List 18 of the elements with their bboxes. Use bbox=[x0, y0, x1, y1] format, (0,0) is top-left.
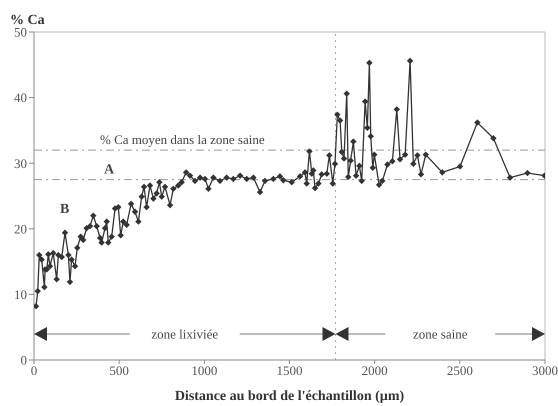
x-axis-title: Distance au bord de l'échantillon (µm) bbox=[174, 389, 405, 404]
y-tick-label: 20 bbox=[14, 221, 27, 236]
ref-line-label: % Ca moyen dans la zone saine bbox=[100, 132, 265, 148]
x-tick-label: 2000 bbox=[362, 363, 388, 378]
y-tick-label: 0 bbox=[20, 352, 27, 368]
ref-line-label: A bbox=[104, 162, 115, 178]
annotation: zone lixiviée bbox=[151, 326, 218, 342]
annotation: zone saine bbox=[412, 326, 468, 342]
x-tick-label: 1500 bbox=[276, 363, 302, 378]
y-tick-label: 30 bbox=[14, 156, 27, 171]
x-tick-label: 2500 bbox=[446, 363, 473, 378]
x-tick-label: 3000 bbox=[532, 363, 558, 378]
y-tick-label: 40 bbox=[14, 90, 27, 106]
x-tick-label: 500 bbox=[109, 363, 129, 378]
x-tick-label: 0 bbox=[30, 363, 38, 378]
x-tick-label: 1000 bbox=[191, 363, 218, 378]
annotation: B bbox=[60, 202, 70, 217]
y-tick-label: 10 bbox=[14, 287, 27, 302]
